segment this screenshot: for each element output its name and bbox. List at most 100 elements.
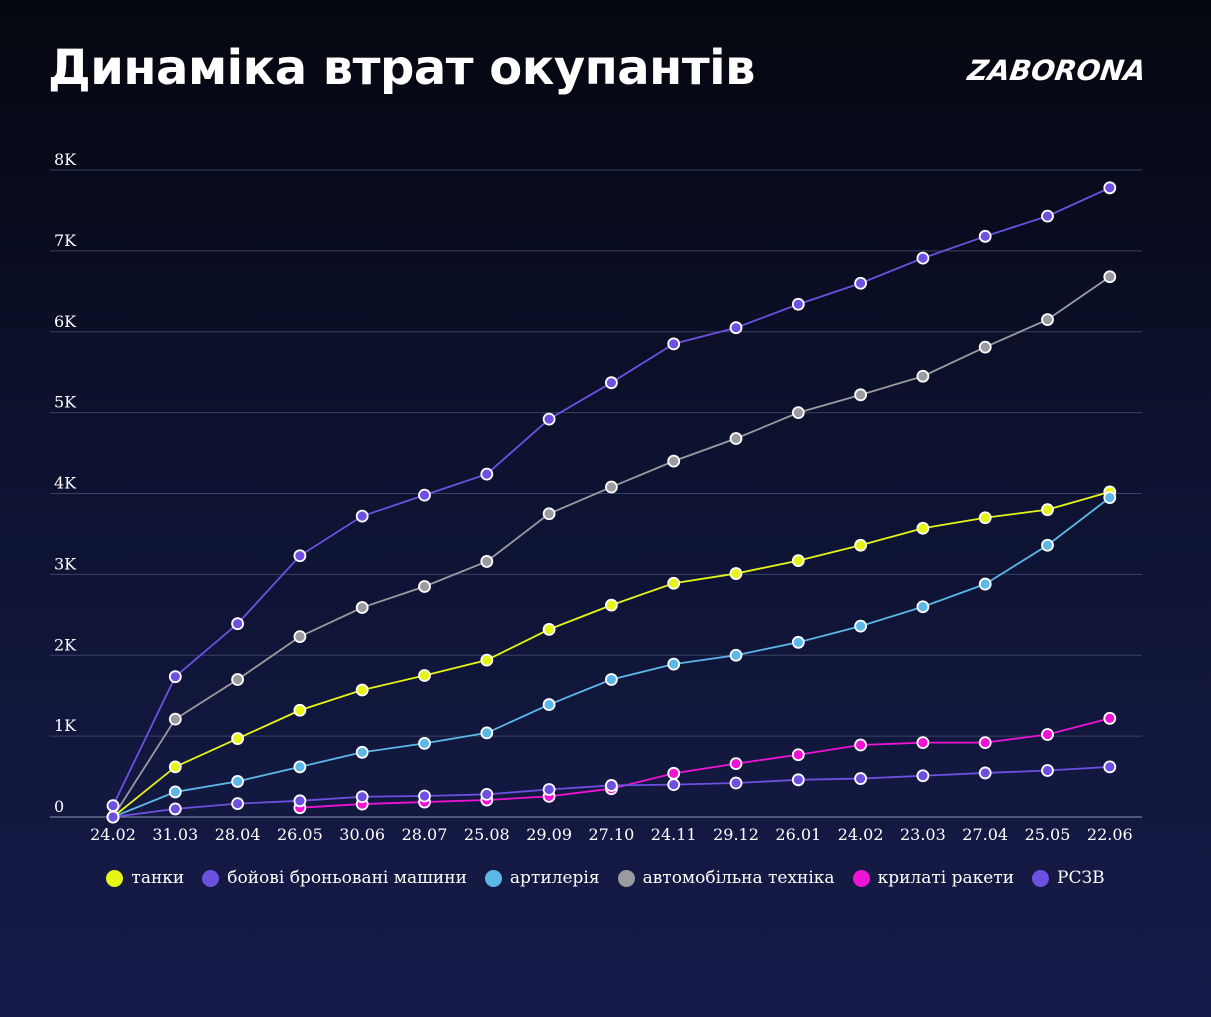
data-point <box>480 555 494 568</box>
data-point <box>355 601 369 614</box>
data-point <box>355 509 369 523</box>
chart-legend: танки бойові броньовані машини артилерія ав… <box>0 868 1211 888</box>
data-point <box>1041 209 1054 223</box>
data-point <box>854 772 867 785</box>
page-title: Динаміка втрат окупантів <box>48 40 756 96</box>
data-point <box>978 340 992 354</box>
legend-swatch <box>1032 869 1050 887</box>
data-point <box>791 773 805 787</box>
data-point <box>293 794 307 808</box>
y-tick-label: 0 <box>54 797 64 816</box>
y-tick-label: 4K <box>54 474 77 493</box>
data-point <box>667 778 681 792</box>
data-point <box>480 726 494 740</box>
data-point <box>605 779 618 792</box>
data-point <box>916 251 930 265</box>
data-point <box>293 549 307 563</box>
data-point <box>542 698 556 711</box>
data-point <box>542 412 556 426</box>
data-point <box>231 797 245 811</box>
data-point <box>1041 313 1054 327</box>
data-point <box>978 511 992 525</box>
data-point <box>791 554 805 568</box>
data-point <box>1041 764 1054 777</box>
data-point <box>729 648 743 662</box>
data-point <box>542 783 556 796</box>
data-point <box>1103 181 1117 195</box>
data-point <box>1103 491 1117 504</box>
series-line-2 <box>112 496 1111 818</box>
data-point <box>916 769 930 783</box>
legend-label: бойові броньовані машини <box>227 868 467 888</box>
data-point <box>231 732 245 745</box>
x-tick-label: 22.06 <box>1087 825 1133 844</box>
series-line-4 <box>299 717 1111 809</box>
data-point <box>293 703 307 717</box>
data-point <box>916 521 930 535</box>
x-tick-label: 27.10 <box>588 825 634 844</box>
data-point <box>231 617 245 631</box>
data-point <box>355 745 369 759</box>
x-tick-label: 29.12 <box>713 825 759 844</box>
data-point <box>854 538 867 552</box>
data-point <box>605 673 618 686</box>
data-point <box>667 576 681 590</box>
x-tick-label: 25.08 <box>464 825 510 844</box>
data-point <box>978 766 992 780</box>
data-point <box>667 337 681 351</box>
legend-swatch <box>202 869 220 887</box>
y-tick-label: 3K <box>54 554 77 573</box>
data-point <box>854 619 867 633</box>
legend-label: крилаті ракети <box>877 868 1015 888</box>
data-point <box>1041 503 1054 517</box>
y-tick-label: 8K <box>54 150 77 169</box>
data-point <box>1103 760 1117 774</box>
y-tick-label: 1K <box>54 716 77 735</box>
data-point <box>729 432 743 445</box>
data-point <box>168 670 182 684</box>
data-point <box>854 276 867 290</box>
data-point <box>605 376 618 390</box>
line-chart: 0 1K 2K 3K 4K 5K 6K 7K 8K 24.02 31.03 28.04 26.05 30… <box>50 150 1142 844</box>
data-point <box>355 683 369 697</box>
series-line-0 <box>112 491 1111 818</box>
legend-item: артилерія <box>484 868 600 888</box>
legend-swatch <box>617 869 635 887</box>
legend-label: танки <box>131 868 185 888</box>
legend-item: крилаті ракети <box>852 868 1015 888</box>
legend-swatch <box>852 869 870 887</box>
data-point <box>667 766 681 780</box>
data-point <box>729 321 743 335</box>
data-point <box>1041 538 1054 552</box>
data-point <box>854 738 867 752</box>
data-point <box>605 480 618 494</box>
data-point <box>480 653 494 667</box>
data-point <box>480 787 494 801</box>
y-tick-label: 2K <box>54 635 77 654</box>
data-point <box>355 790 369 804</box>
data-point <box>168 785 182 799</box>
data-point <box>542 507 556 521</box>
x-tick-label: 28.07 <box>402 825 448 844</box>
legend-swatch <box>106 869 124 887</box>
data-point <box>418 737 431 750</box>
data-point <box>418 669 431 682</box>
data-point <box>667 657 681 671</box>
data-point <box>168 760 182 774</box>
data-point <box>231 673 245 686</box>
legend-item: автомобільна техніка <box>617 868 835 888</box>
legend-label: автомобільна техніка <box>642 868 835 888</box>
data-point <box>231 775 245 788</box>
data-point <box>791 635 805 649</box>
y-tick-label: 7K <box>54 231 77 250</box>
x-tick-label: 27.04 <box>962 825 1008 844</box>
data-point <box>854 388 867 402</box>
data-point <box>1041 728 1054 741</box>
data-point <box>667 454 681 468</box>
data-point <box>168 802 182 816</box>
data-point <box>791 297 805 311</box>
data-point <box>791 406 805 420</box>
data-point <box>106 810 120 824</box>
series-line-1 <box>112 186 1111 807</box>
data-point <box>1103 270 1117 284</box>
